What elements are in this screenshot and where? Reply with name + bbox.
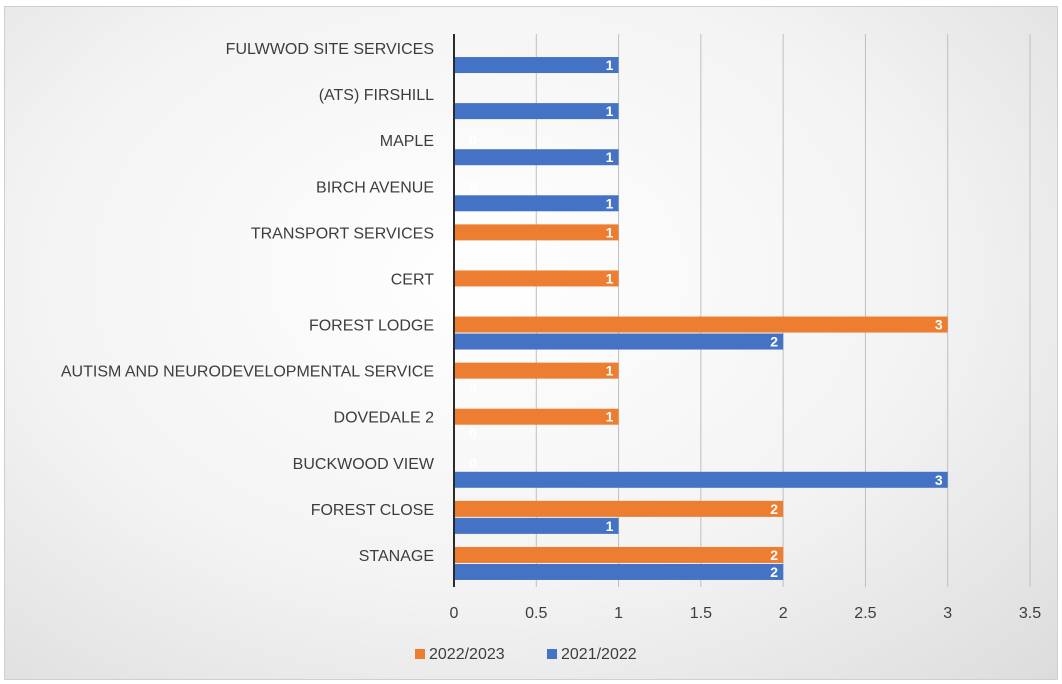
x-tick-label: 3 bbox=[943, 605, 952, 622]
category-label: (ATS) FIRSHILL bbox=[319, 87, 434, 104]
bar-2021-2022 bbox=[455, 103, 619, 120]
data-label: 0 bbox=[469, 287, 477, 303]
bar-2021-2022 bbox=[455, 517, 619, 534]
data-label: 2 bbox=[770, 501, 778, 517]
data-label: 0 bbox=[469, 132, 477, 148]
legend-swatch bbox=[547, 649, 557, 659]
category-label: DOVEDALE 2 bbox=[334, 410, 435, 427]
bar-2022-2023 bbox=[455, 546, 784, 563]
bar-2021-2022 bbox=[455, 471, 948, 488]
data-label: 1 bbox=[606, 195, 614, 211]
bar-2022-2023 bbox=[455, 224, 619, 241]
legend: 2022/2023 2021/2022 bbox=[415, 646, 637, 663]
bar-2022-2023 bbox=[455, 316, 948, 333]
bar-2021-2022 bbox=[455, 333, 784, 350]
data-label: 0 bbox=[469, 178, 477, 194]
category-label: MAPLE bbox=[380, 133, 434, 150]
bar-2022-2023 bbox=[455, 408, 619, 425]
category-label: FULWWOD SITE SERVICES bbox=[226, 41, 434, 58]
data-label: 1 bbox=[606, 149, 614, 165]
bar-2021-2022 bbox=[455, 195, 619, 212]
category-label: TRANSPORT SERVICES bbox=[251, 225, 434, 242]
bar-2022-2023 bbox=[455, 500, 784, 517]
gridlines bbox=[535, 34, 1031, 587]
x-tick-label: 2 bbox=[779, 605, 788, 622]
bar-2021-2022 bbox=[455, 563, 784, 580]
data-label: 2 bbox=[770, 547, 778, 563]
x-tick-label: 0 bbox=[450, 605, 459, 622]
x-tick-label: 0.5 bbox=[525, 605, 547, 622]
legend-label: 2021/2022 bbox=[561, 646, 637, 663]
category-label: CERT bbox=[391, 271, 434, 288]
data-label: 2 bbox=[770, 334, 778, 350]
category-label: FOREST LODGE bbox=[309, 318, 434, 335]
category-label: BUCKWOOD VIEW bbox=[293, 456, 435, 473]
category-label: STANAGE bbox=[359, 548, 434, 565]
legend-swatch bbox=[415, 649, 425, 659]
data-label: 1 bbox=[606, 224, 614, 240]
data-label: 0 bbox=[469, 426, 477, 442]
x-tick-labels: 0 0.5 1 1.5 2 2.5 3 3.5 bbox=[450, 605, 1042, 622]
x-tick-label: 1 bbox=[614, 605, 623, 622]
x-tick-label: 3.5 bbox=[1019, 605, 1041, 622]
data-label: 1 bbox=[606, 409, 614, 425]
data-label: 1 bbox=[606, 103, 614, 119]
data-label: 1 bbox=[606, 363, 614, 379]
x-tick-label: 1.5 bbox=[690, 605, 712, 622]
category-label: AUTISM AND NEURODEVELOPMENTAL SERVICE bbox=[61, 364, 434, 381]
category-label: BIRCH AVENUE bbox=[316, 179, 434, 196]
bar-2021-2022 bbox=[455, 57, 619, 74]
bar-2022-2023 bbox=[455, 270, 619, 287]
data-label: 1 bbox=[606, 270, 614, 286]
legend-label: 2022/2023 bbox=[429, 646, 505, 663]
data-label: 1 bbox=[606, 518, 614, 534]
category-label: FOREST CLOSE bbox=[311, 502, 434, 519]
data-label: 0 bbox=[469, 455, 477, 471]
category-labels: FULWWOD SITE SERVICES (ATS) FIRSHILL MAPLE… bbox=[61, 41, 435, 565]
data-label: 0 bbox=[469, 241, 477, 257]
data-label: 1 bbox=[606, 57, 614, 73]
bar-2021-2022 bbox=[455, 149, 619, 166]
data-label: 3 bbox=[935, 317, 943, 333]
data-label: 2 bbox=[770, 564, 778, 580]
data-label: 3 bbox=[935, 472, 943, 488]
x-tick-label: 2.5 bbox=[854, 605, 876, 622]
data-label: 0 bbox=[469, 380, 477, 396]
bar-2022-2023 bbox=[455, 362, 619, 379]
